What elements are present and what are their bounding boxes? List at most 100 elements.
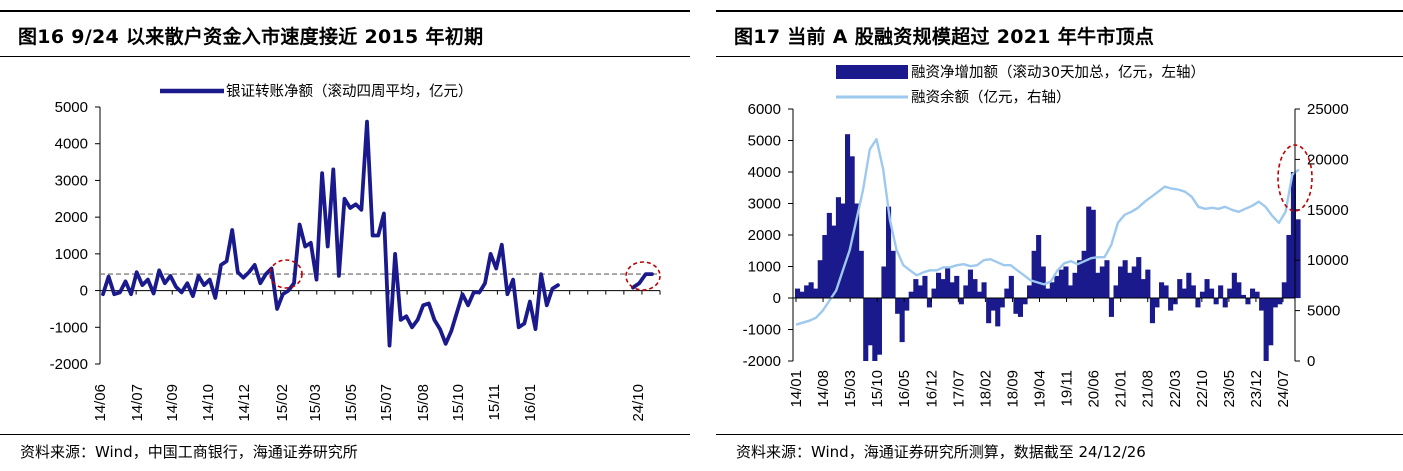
y-left-tick-label: 1000 (748, 259, 781, 276)
x-tick-label: 21/01 (1113, 370, 1130, 408)
bar-net-increase (1099, 266, 1105, 298)
figure-16-title: 图16 9/24 以来散户资金入市速度接近 2015 年初期 (18, 26, 484, 48)
bar-net-increase (1017, 298, 1023, 317)
figure-17-title-bar: 图17 当前 A 股融资规模超过 2021 年牛市顶点 (716, 10, 1403, 57)
bar-net-increase (1086, 206, 1092, 298)
y-left-tick-label: -1000 (743, 322, 781, 339)
bar-net-increase (863, 298, 869, 361)
x-tick-label: 19/11 (1059, 370, 1076, 406)
bar-net-increase (913, 279, 919, 298)
bar-net-increase (1077, 260, 1083, 298)
figure-16-plot-area (100, 119, 660, 348)
figure-17-bottom-rule (716, 434, 1403, 435)
bar-net-increase (1154, 298, 1160, 308)
y-left-tick-label: 6000 (748, 101, 781, 118)
bar-net-increase (1045, 288, 1051, 298)
x-tick-label: 15/05 (343, 384, 360, 422)
x-tick-label: 22/03 (1167, 370, 1184, 408)
figure-16-title-bar: 图16 9/24 以来散户资金入市速度接近 2015 年初期 (0, 10, 690, 57)
bar-net-increase (808, 282, 814, 299)
bar-net-increase (940, 279, 946, 298)
y-tick-label: 2000 (55, 209, 88, 226)
bar-net-increase (995, 298, 1001, 327)
bar-net-increase (890, 250, 896, 299)
legend-label-balance: 融资余额（亿元，右轴） (911, 88, 1071, 106)
x-tick-label: 15/03 (842, 370, 859, 408)
x-tick-label: 15/03 (307, 384, 324, 422)
x-tick-label: 17/07 (950, 370, 967, 408)
x-tick-label: 23/05 (1221, 370, 1238, 408)
bar-net-increase (1118, 266, 1124, 298)
bar-net-increase (804, 285, 810, 298)
x-tick-label: 14/09 (164, 384, 181, 422)
bar-net-increase (840, 203, 846, 298)
x-tick-label: 14/06 (92, 384, 109, 422)
bar-net-increase (1222, 298, 1228, 308)
bar-net-increase (872, 298, 878, 361)
figure-17-legend: 融资净增加额（滚动30天加总，亿元，左轴） 融资余额（亿元，右轴） (836, 64, 1205, 106)
y-tick-label: 1000 (55, 246, 88, 263)
bar-net-increase (867, 298, 873, 346)
y-left-tick-label: 2000 (748, 227, 781, 244)
bar-net-increase (1190, 285, 1196, 298)
bar-net-increase (1263, 298, 1269, 361)
x-tick-label: 18/02 (977, 370, 994, 408)
figure-17-source: 资料来源：Wind，海通证券研究所测算，数据截至 24/12/26 (736, 443, 1146, 461)
bar-net-increase (1027, 285, 1033, 298)
y-left-tick-label: 4000 (748, 164, 781, 181)
bar-net-increase (945, 266, 951, 298)
bar-net-increase (1286, 235, 1292, 298)
highlight-circle-2024 (1277, 144, 1313, 212)
bar-net-increase (931, 288, 937, 298)
highlight-circle-2024 (625, 261, 661, 291)
bar-net-increase (886, 206, 892, 298)
series-line-balance (795, 137, 1300, 326)
x-tick-label: 14/01 (788, 370, 805, 408)
bar-net-increase (1177, 279, 1183, 298)
y-tick-label: -1000 (50, 319, 88, 336)
bar-net-increase (1218, 285, 1224, 298)
y-right-tick-label: 10000 (1307, 252, 1349, 269)
bar-net-increase (926, 298, 932, 308)
bar-net-increase (1295, 219, 1301, 299)
x-tick-label: 15/10 (450, 384, 467, 422)
bar-net-increase (967, 269, 973, 298)
bar-net-increase (881, 266, 887, 298)
figure-17-title: 图17 当前 A 股融资规模超过 2021 年牛市顶点 (734, 26, 1155, 48)
bar-net-increase (1136, 257, 1142, 298)
bar-net-increase (922, 275, 928, 298)
y-tick-label: 3000 (55, 172, 88, 189)
legend-label-net-increase: 融资净增加额（滚动30天加总，亿元，左轴） (911, 64, 1205, 81)
bar-net-increase (826, 212, 832, 298)
y-right-tick-label: 5000 (1307, 303, 1340, 320)
bar-net-increase (1259, 298, 1265, 311)
bar-net-increase (1213, 298, 1219, 305)
bar-net-increase (949, 282, 955, 299)
bar-net-increase (1140, 279, 1146, 298)
bar-net-increase (1068, 285, 1074, 298)
bar-net-increase (817, 260, 823, 298)
bar-net-increase (1236, 282, 1242, 299)
figure-17-plot-area (795, 134, 1301, 361)
bar-net-increase (1163, 285, 1169, 298)
bar-net-increase (999, 298, 1005, 308)
bar-net-increase (1254, 291, 1260, 298)
bar-net-increase (1240, 294, 1246, 298)
x-tick-label: 16/12 (923, 370, 940, 408)
x-tick-label: 22/10 (1194, 370, 1211, 408)
bar-net-increase (1095, 272, 1101, 298)
bar-net-increase (1204, 279, 1210, 298)
x-tick-label: 21/08 (1140, 370, 1157, 408)
x-tick-label: 15/10 (869, 370, 886, 408)
bar-net-increase (876, 298, 882, 355)
bar-net-increase (895, 298, 901, 314)
y-tick-label: 4000 (55, 136, 88, 153)
x-tick-label: 14/08 (815, 370, 832, 408)
highlight-circle-2015 (269, 259, 303, 289)
bar-net-increase (977, 291, 983, 298)
x-tick-label: 19/04 (1032, 370, 1049, 408)
x-tick-label: 24/10 (630, 384, 647, 422)
bar-net-increase (849, 156, 855, 299)
bar-net-increase (813, 288, 819, 298)
x-tick-label: 16/01 (522, 384, 539, 422)
